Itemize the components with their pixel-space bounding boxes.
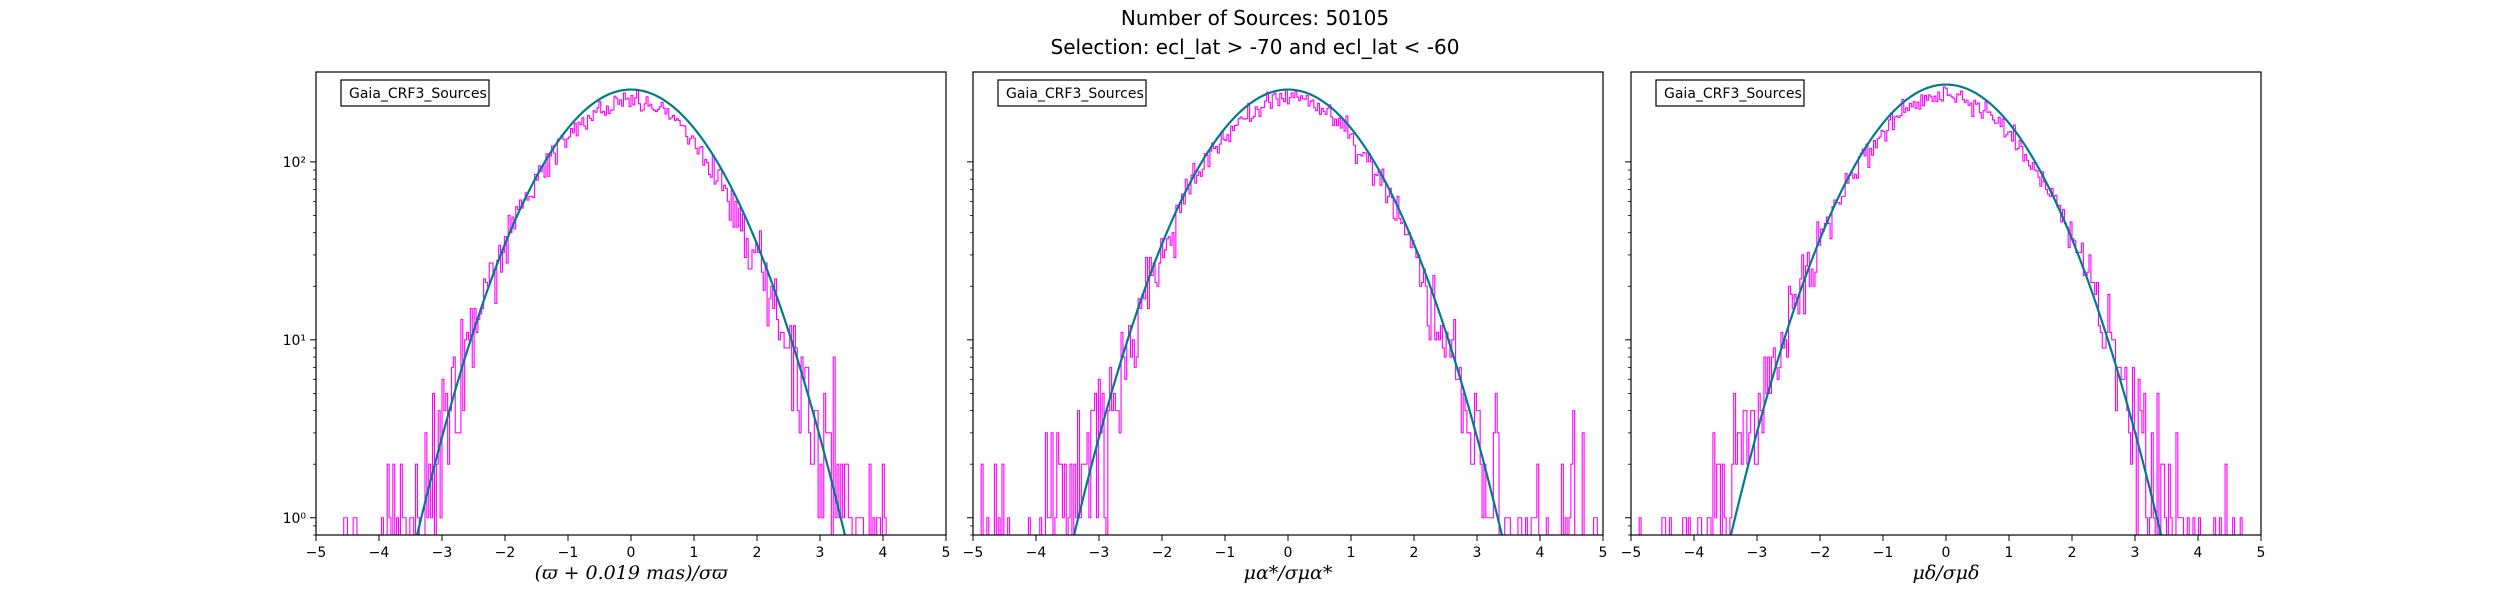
x-tick-label: 1 <box>2005 545 2014 561</box>
x-tick-label: −3 <box>1747 545 1768 561</box>
x-tick-label: −5 <box>306 545 327 561</box>
x-tick-label: 0 <box>627 545 636 561</box>
x-axis-label: μα*/σμα* <box>1244 562 1333 584</box>
y-tick-label: 10⁰ <box>283 511 307 527</box>
panels: −5 −4 −3 −2 −1 0 1 2 3 4 5 10⁰ 10¹ 10² (ϖ + 0.019 mas)… <box>283 71 2266 584</box>
legend: Gaia_CRF3_Sources <box>1655 79 1805 107</box>
legend-label: Gaia_CRF3_Sources <box>349 86 487 102</box>
x-tick-label: −3 <box>432 545 453 561</box>
x-tick-label: 0 <box>1284 545 1293 561</box>
x-tick-label: −4 <box>1684 545 1705 561</box>
suptitle-line-2: Selection: ecl_lat > -70 and ecl_lat < -… <box>1051 35 1460 59</box>
x-tick-label: 3 <box>2131 545 2140 561</box>
x-tick-label: 2 <box>753 545 762 561</box>
x-tick-label: −4 <box>369 545 390 561</box>
suptitle-line-1: Number of Sources: 50105 <box>1121 6 1389 30</box>
x-tick-label: 3 <box>816 545 825 561</box>
panel-1: −5 −4 −3 −2 −1 0 1 2 3 4 5 10⁰ 10¹ 10² (ϖ + 0.019 mas)… <box>283 71 951 584</box>
legend-box <box>340 79 490 107</box>
x-tick-label: −1 <box>558 545 579 561</box>
legend-label: Gaia_CRF3_Sources <box>1664 86 1802 102</box>
x-tick-label: 1 <box>690 545 699 561</box>
panel-3: −5 −4 −3 −2 −1 0 1 2 3 4 5 μδ/σμδ Gaia_CRF3_Sources <box>1621 71 2266 584</box>
x-tick-label: 4 <box>1536 545 1545 561</box>
x-tick-label: −4 <box>1026 545 1047 561</box>
x-tick-label: 5 <box>1599 545 1608 561</box>
legend-box <box>1655 79 1805 107</box>
gaussian-fit-series <box>415 88 847 535</box>
x-tick-label: 5 <box>2257 545 2266 561</box>
x-axis-label: μδ/σμδ <box>1913 562 1980 584</box>
gaussian-fit-series <box>1729 83 2163 535</box>
legend: Gaia_CRF3_Sources <box>340 79 490 107</box>
x-tick-label: 1 <box>1347 545 1356 561</box>
x-tick-label: −5 <box>1621 545 1642 561</box>
x-tick-label: −2 <box>1152 545 1173 561</box>
x-tick-label: 2 <box>2068 545 2077 561</box>
gaussian-fit-series <box>1072 88 1504 535</box>
x-tick-label: 2 <box>1410 545 1419 561</box>
x-tick-label: −2 <box>495 545 516 561</box>
x-tick-label: −1 <box>1873 545 1894 561</box>
x-tick-label: 4 <box>879 545 888 561</box>
x-tick-label: 4 <box>2194 545 2203 561</box>
y-tick-label: 10² <box>283 155 306 171</box>
x-axis-label: (ϖ + 0.019 mas)/σϖ <box>535 562 728 584</box>
histogram-series <box>1638 86 2243 535</box>
x-tick-label: −5 <box>963 545 984 561</box>
y-tick-label: 10¹ <box>283 333 306 349</box>
legend: Gaia_CRF3_Sources <box>997 79 1147 107</box>
legend-box <box>997 79 1147 107</box>
x-tick-label: 3 <box>1473 545 1482 561</box>
x-tick-label: −1 <box>1215 545 1236 561</box>
histogram-series <box>343 89 887 535</box>
legend-label: Gaia_CRF3_Sources <box>1006 86 1144 102</box>
panel-2: −5 −4 −3 −2 −1 0 1 2 3 4 5 μα*/σμα* Gaia_CRF3_Source… <box>963 71 1608 584</box>
x-tick-label: 5 <box>942 545 951 561</box>
x-tick-label: −2 <box>1810 545 1831 561</box>
x-tick-label: 0 <box>1942 545 1951 561</box>
histogram-series <box>980 88 1598 535</box>
x-tick-label: −3 <box>1089 545 1110 561</box>
